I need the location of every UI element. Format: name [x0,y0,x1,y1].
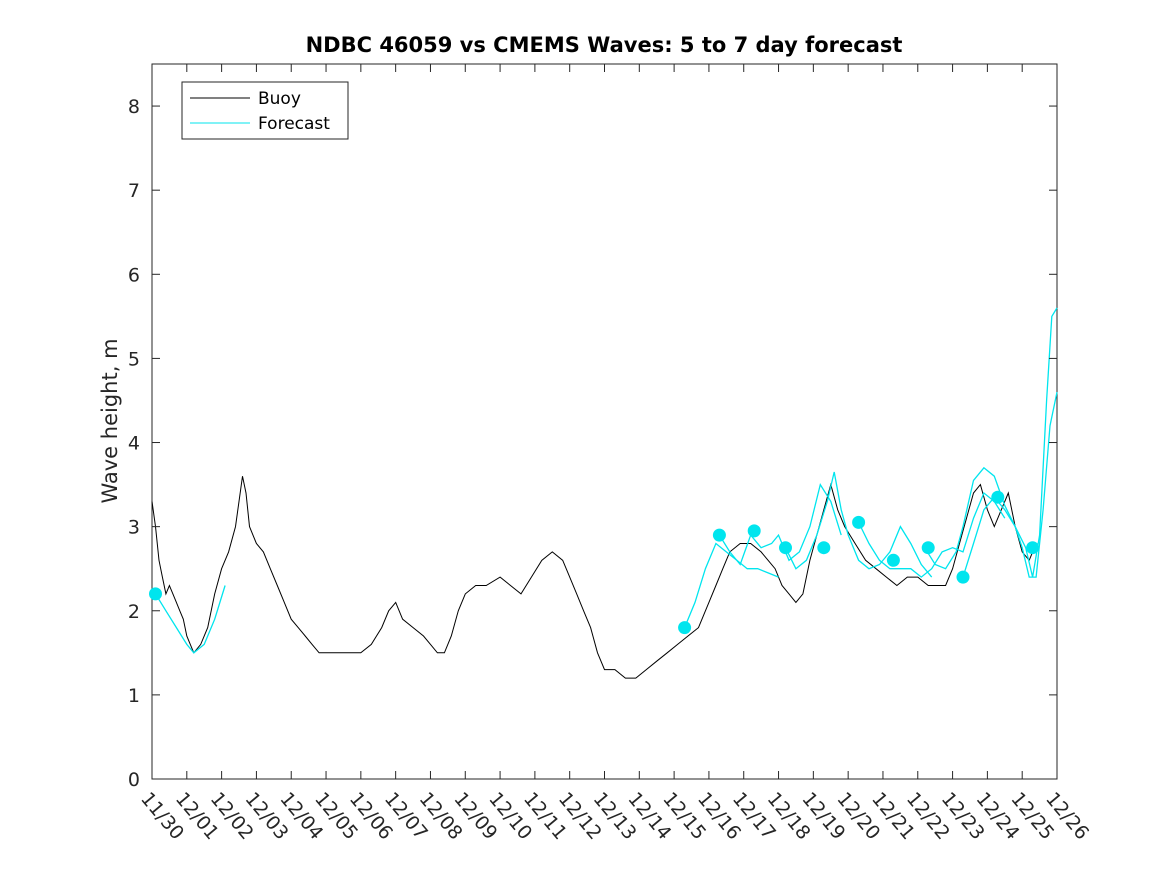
forecast-series-line [858,491,1006,578]
series-layer [151,307,1058,679]
y-tick-label: 8 [128,96,140,118]
forecast-marker [956,570,970,584]
forecast-marker [817,541,831,555]
marker-layer [149,490,1040,635]
legend-buoy-label: Buoy [258,89,301,109]
forecast-marker [1026,541,1040,555]
forecast-marker [852,515,866,529]
legend-box [181,81,349,140]
y-axis-label: Wave height, m [98,338,122,503]
forecast-marker [886,553,900,567]
forecast-marker [779,541,792,555]
forecast-marker [678,621,692,635]
y-tick-label: 6 [128,264,140,286]
buoy-series-line [151,476,1037,679]
forecast-marker [991,490,1005,504]
y-tick-label: 5 [128,348,140,370]
legend-forecast-label: Forecast [258,114,330,134]
forecast-series-line [154,585,226,654]
y-tick-label: 0 [128,769,140,791]
forecast-marker [747,524,761,538]
chart-title: NDBC 46059 vs CMEMS Waves: 5 to 7 day fo… [306,33,903,57]
forecast-series-line [924,307,1058,578]
y-tick-label: 2 [128,601,140,623]
forecast-marker [712,528,726,542]
forecast-series-line [718,482,842,566]
forecast-series-line [962,391,1058,578]
forecast-marker [921,541,935,555]
y-tick-label: 3 [128,517,140,539]
y-axis: 0 1 2 3 4 5 6 7 8 [128,96,1057,791]
y-tick-label: 7 [128,180,140,202]
y-tick-label: 1 [128,685,140,707]
legend: Buoy Forecast [181,81,349,140]
forecast-marker [149,587,162,601]
forecast-series-line [683,542,779,628]
y-tick-label: 4 [128,433,140,455]
axes-box [151,63,1058,780]
forecast-series-line [784,471,933,578]
